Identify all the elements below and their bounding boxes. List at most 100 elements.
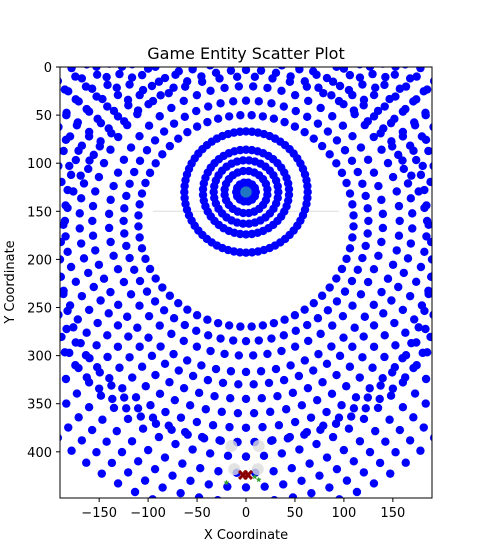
data-point <box>375 458 385 468</box>
data-point <box>407 338 416 348</box>
data-point <box>99 274 109 283</box>
data-point <box>60 272 66 281</box>
data-point <box>197 432 207 442</box>
data-point <box>91 246 100 255</box>
data-point <box>208 421 218 430</box>
data-point <box>391 67 400 71</box>
data-point <box>427 255 432 264</box>
data-point <box>395 84 405 93</box>
data-point <box>254 97 263 106</box>
data-point <box>169 119 179 128</box>
data-point <box>360 312 370 321</box>
center-disc-layer <box>238 184 254 200</box>
data-point <box>103 331 112 340</box>
data-point <box>115 363 124 372</box>
data-point <box>92 341 101 350</box>
data-point <box>160 453 170 462</box>
data-point <box>113 479 123 488</box>
data-point <box>323 127 333 136</box>
data-point <box>62 399 71 408</box>
data-point <box>236 111 245 120</box>
data-point <box>304 336 313 346</box>
data-point <box>160 73 170 83</box>
data-point <box>345 362 355 371</box>
data-point <box>254 336 263 345</box>
data-point <box>356 290 366 299</box>
data-point <box>241 336 251 346</box>
data-point <box>63 306 72 316</box>
data-point <box>74 146 83 155</box>
data-point <box>144 121 154 130</box>
data-point <box>158 483 167 492</box>
data-point <box>96 296 105 305</box>
data-point <box>71 155 81 165</box>
data-point <box>143 67 153 73</box>
data-point <box>285 432 295 442</box>
data-point <box>247 322 256 331</box>
data-point <box>107 458 117 468</box>
data-point <box>374 181 383 191</box>
data-point <box>344 424 354 433</box>
data-point <box>241 423 251 432</box>
data-point <box>256 367 266 376</box>
data-point <box>322 359 332 369</box>
data-point <box>82 328 91 337</box>
data-point <box>186 476 195 485</box>
data-point <box>380 102 389 111</box>
data-point <box>368 69 377 79</box>
data-point <box>279 331 289 340</box>
data-point <box>345 244 355 253</box>
data-point <box>361 191 370 201</box>
data-point <box>303 187 312 197</box>
data-point <box>290 342 300 351</box>
data-point <box>258 422 267 432</box>
y-axis-ticks: 0 50 100 150 200 250 300 350 400 <box>27 61 60 461</box>
data-point <box>92 70 102 79</box>
data-point <box>64 87 73 96</box>
data-point <box>388 172 398 182</box>
data-point <box>103 102 112 111</box>
center-disc <box>238 184 254 200</box>
data-point <box>300 305 309 314</box>
data-point <box>92 67 101 71</box>
y-axis-label: Y Coordinate <box>3 240 18 324</box>
y-tick-label: 350 <box>27 398 52 413</box>
data-point <box>148 413 158 422</box>
data-point <box>127 437 137 446</box>
data-point <box>226 67 236 75</box>
data-point <box>349 106 359 115</box>
data-point <box>135 200 144 209</box>
data-point <box>277 449 287 458</box>
item-star-marker <box>251 473 258 480</box>
data-point <box>322 73 332 83</box>
data-point <box>176 488 185 498</box>
data-point <box>147 81 157 91</box>
data-point <box>322 453 332 462</box>
data-point <box>285 77 295 86</box>
data-point <box>303 383 313 393</box>
data-point <box>350 323 359 332</box>
data-point <box>197 361 206 370</box>
data-point <box>229 336 238 345</box>
data-point <box>98 415 107 424</box>
data-point <box>145 264 155 274</box>
data-point <box>317 291 327 300</box>
data-point <box>365 384 374 393</box>
data-point <box>148 96 158 106</box>
data-point <box>421 399 430 408</box>
data-point <box>349 222 358 231</box>
data-point <box>119 216 128 226</box>
data-point <box>89 282 98 292</box>
data-point <box>269 318 279 328</box>
data-point <box>65 348 74 358</box>
data-point <box>392 187 401 196</box>
data-point <box>290 122 300 131</box>
x-tick-label: 100 <box>331 506 356 521</box>
data-point <box>93 318 102 328</box>
data-point <box>406 239 416 248</box>
data-point <box>339 67 349 73</box>
data-point <box>340 146 350 155</box>
data-point <box>369 321 379 330</box>
data-point <box>156 342 165 351</box>
data-point <box>258 112 268 121</box>
